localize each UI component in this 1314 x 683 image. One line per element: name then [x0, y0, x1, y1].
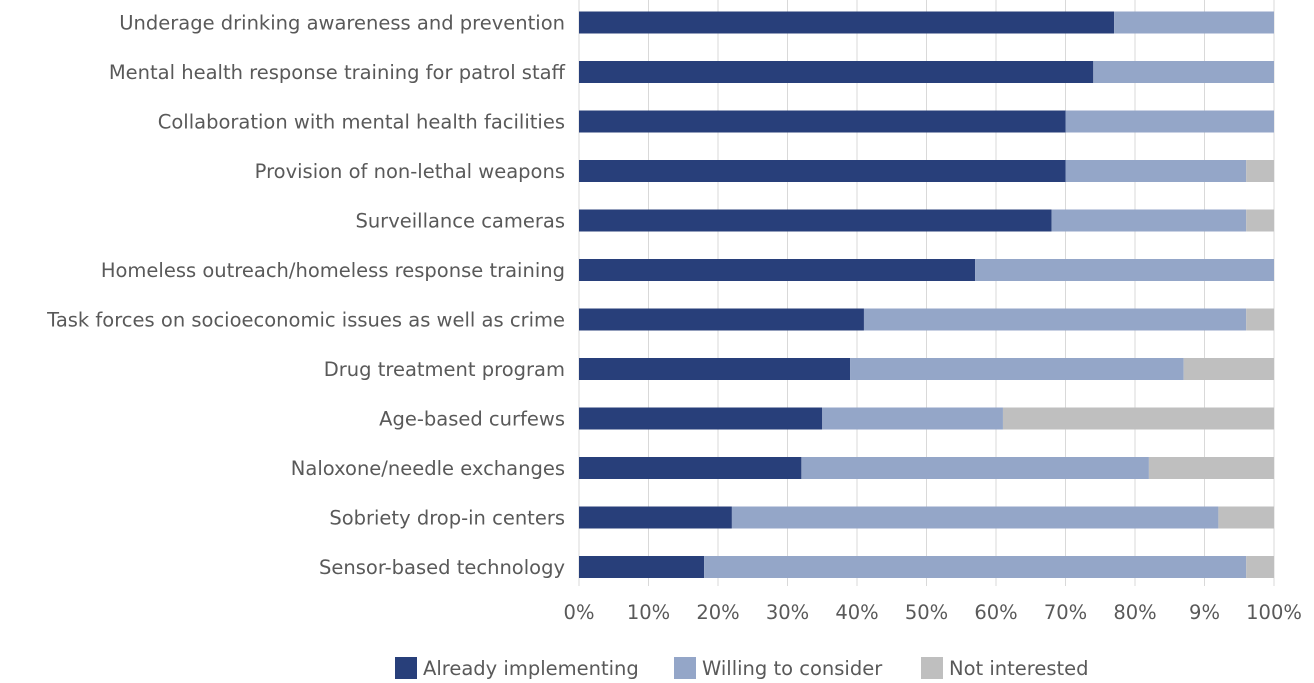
x-tick-label: 40%: [835, 601, 878, 624]
bar-segment-willing-to-consider: [1065, 160, 1247, 182]
category-labels: Underage drinking awareness and preventi…: [46, 12, 565, 580]
x-tick-label: 9%: [1189, 601, 1220, 624]
bar-segment-already-implementing: [579, 308, 864, 331]
bar-segment-not-interested: [1246, 556, 1274, 578]
legend-swatch: [921, 657, 943, 679]
legend-swatch: [674, 657, 696, 679]
bar-segment-willing-to-consider: [801, 457, 1149, 479]
bar-segment-willing-to-consider: [1065, 110, 1274, 133]
bar-segment-already-implementing: [579, 556, 705, 578]
category-label: Provision of non-lethal weapons: [255, 160, 565, 183]
legend-item: Not interested: [921, 657, 1089, 680]
bar-segment-willing-to-consider: [1051, 209, 1247, 232]
x-axis-tick-labels: 0% 10% 20% 30% 40% 50% 60% 70% 80% 9% 100%: [564, 601, 1302, 624]
bar-segment-willing-to-consider: [731, 506, 1219, 529]
bar-segment-not-interested: [1183, 358, 1274, 380]
bar-segment-already-implementing: [579, 457, 802, 479]
bar-segment-already-implementing: [579, 209, 1052, 232]
legend-item: Already implementing: [395, 657, 639, 680]
bar-segment-willing-to-consider: [863, 308, 1247, 331]
category-label: Homeless outreach/homeless response trai…: [101, 259, 565, 282]
category-label: Underage drinking awareness and preventi…: [119, 12, 565, 35]
x-tick-label: 50%: [905, 601, 948, 624]
bar-segment-willing-to-consider: [1093, 61, 1274, 83]
category-label: Task forces on socioeconomic issues as w…: [46, 309, 565, 332]
bar-segment-not-interested: [1002, 407, 1274, 430]
legend-item: Willing to consider: [674, 657, 883, 680]
category-label: Mental health response training for patr…: [109, 61, 566, 84]
legend-swatch: [395, 657, 417, 679]
x-tick-label: 100%: [1246, 601, 1302, 624]
bar-segment-willing-to-consider: [975, 259, 1274, 281]
bar-segment-not-interested: [1218, 506, 1274, 529]
category-label: Drug treatment program: [324, 358, 565, 381]
category-label: Age-based curfews: [379, 408, 565, 431]
category-label: Sensor-based technology: [319, 556, 565, 579]
bar-segment-already-implementing: [579, 259, 976, 281]
bar-segment-already-implementing: [579, 160, 1066, 182]
x-tick-label: 0%: [564, 601, 595, 624]
x-tick-label: 80%: [1113, 601, 1156, 624]
bar-segment-not-interested: [1246, 308, 1274, 331]
bar-segment-willing-to-consider: [704, 556, 1247, 578]
bar-segment-already-implementing: [579, 506, 732, 529]
bar-segment-willing-to-consider: [1114, 11, 1274, 34]
legend-label: Not interested: [949, 657, 1089, 680]
bar-segment-already-implementing: [579, 407, 823, 430]
bar-segment-not-interested: [1148, 457, 1274, 479]
bar-segment-already-implementing: [579, 61, 1094, 83]
legend-label: Willing to consider: [702, 657, 883, 680]
bar-segment-willing-to-consider: [822, 407, 1003, 430]
x-tick-label: 10%: [627, 601, 670, 624]
gridlines: [578, 0, 1275, 586]
category-label: Surveillance cameras: [355, 210, 565, 233]
bar-segment-already-implementing: [579, 11, 1115, 34]
x-tick-label: 70%: [1044, 601, 1087, 624]
bars: [579, 11, 1274, 578]
x-tick-label: 30%: [766, 601, 809, 624]
legend: Already implementing Willing to consider N…: [395, 657, 1089, 680]
bar-segment-not-interested: [1246, 209, 1274, 232]
bar-segment-already-implementing: [579, 358, 851, 380]
bar-segment-willing-to-consider: [850, 358, 1184, 380]
x-tick-label: 20%: [696, 601, 739, 624]
bar-segment-not-interested: [1246, 160, 1274, 182]
category-label: Naloxone/needle exchanges: [291, 457, 565, 480]
x-tick-label: 60%: [974, 601, 1017, 624]
category-label: Sobriety drop-in centers: [329, 507, 565, 530]
category-label: Collaboration with mental health facilit…: [158, 111, 565, 134]
legend-label: Already implementing: [423, 657, 639, 680]
bar-segment-already-implementing: [579, 110, 1066, 133]
